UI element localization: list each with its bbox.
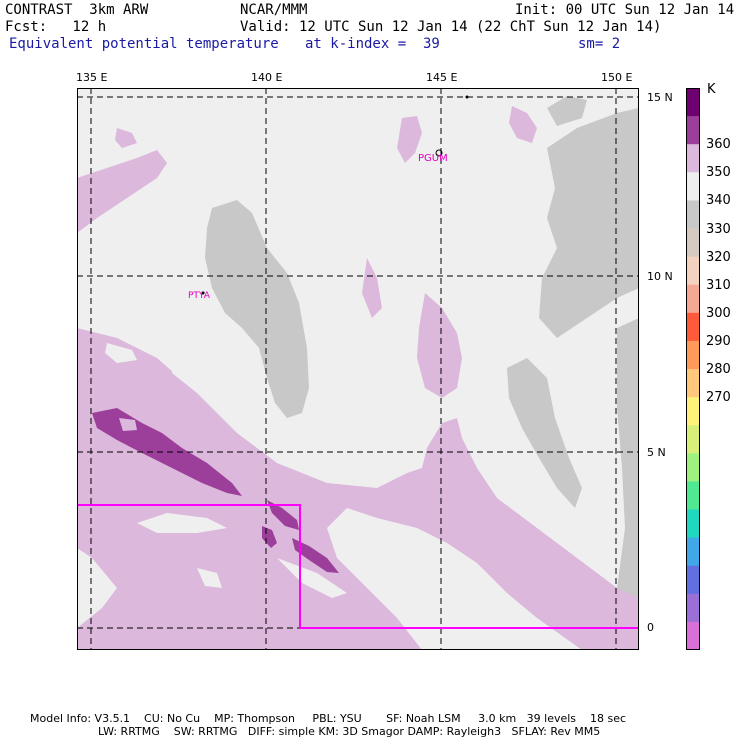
source-label: NCAR/MMM [240, 2, 308, 18]
theta-e-350-regions [205, 96, 639, 650]
colorbar-swatch [686, 340, 700, 370]
theta-e-map: PGUM PTYA [77, 88, 639, 650]
colorbar-label: 280 [706, 362, 731, 377]
colorbar-label: 300 [706, 305, 731, 321]
theta-e-360-regions [77, 106, 639, 650]
colorbar-swatch [686, 537, 700, 567]
colorbar-swatch [686, 284, 700, 314]
model-info-line1: Model Info: V3.5.1 CU: No Cu MP: Thompso… [30, 712, 627, 725]
colorbar-label: 310 [706, 277, 731, 293]
colorbar-swatch [686, 228, 700, 258]
colorbar-swatch [686, 481, 700, 510]
colorbar-label: 340 [706, 193, 731, 209]
colorbar-swatch [686, 312, 700, 342]
forecast-hour: Fcst: 12 h [5, 19, 107, 35]
level-label: at k-index = 39 [305, 36, 440, 52]
init-time: Init: 00 UTC Sun 12 Jan 14 [515, 2, 735, 18]
map-frame [77, 88, 639, 650]
station-ptya-marker [201, 291, 205, 295]
colorbar-swatch [686, 425, 700, 454]
colorbar [686, 88, 700, 650]
colorbar-swatch [686, 116, 700, 145]
colorbar-label: 320 [706, 249, 731, 265]
colorbar-label: 290 [706, 333, 731, 349]
smoothing-label: sm= 2 [578, 36, 621, 52]
model-title: CONTRAST 3km ARW [5, 2, 149, 18]
model-info-line2: LW: RRTMG SW: RRTMG DIFF: simple KM: 3D … [98, 725, 601, 738]
lon-label-135: 135 E [76, 71, 108, 84]
station-pgum-marker [435, 95, 469, 157]
colorbar-swatch [686, 200, 700, 229]
colorbar-swatch [686, 172, 700, 201]
colorbar-swatch [686, 565, 700, 595]
colorbar-swatch [686, 509, 700, 539]
lat-label-0: 0 [647, 621, 654, 634]
colorbar-swatch [686, 593, 700, 623]
colorbar-swatch [686, 453, 700, 482]
colorbar-label: 270 [706, 390, 731, 406]
colorbar-unit: K [707, 82, 716, 97]
colorbar-frame [686, 88, 700, 650]
lon-label-150: 150 E [601, 71, 633, 84]
colorbar-swatch [686, 369, 700, 398]
station-label-pgum: PGUM [418, 153, 448, 164]
colorbar-label: 350 [706, 165, 731, 181]
field-name: Equivalent potential temperature [9, 36, 279, 52]
colorbar-swatch [686, 88, 700, 117]
valid-time: Valid: 12 UTC Sun 12 Jan 14 (22 ChT Sun … [240, 19, 662, 35]
colorbar-swatch [686, 397, 700, 426]
lon-label-145: 145 E [426, 71, 458, 84]
colorbar-label: 360 [706, 137, 731, 153]
colorbar-label: 330 [706, 221, 731, 237]
inner-domain-boundary [77, 504, 639, 629]
lat-label-5n: 5 N [647, 446, 666, 459]
lat-label-10n: 10 N [647, 270, 673, 283]
lat-label-15n: 15 N [647, 91, 673, 104]
lon-label-140: 140 E [251, 71, 283, 84]
station-label-ptya: PTYA [188, 291, 211, 301]
colorbar-swatch [686, 144, 700, 173]
colorbar-swatch [686, 621, 700, 650]
theta-e-gaps [105, 343, 347, 598]
colorbar-swatch [686, 256, 700, 286]
